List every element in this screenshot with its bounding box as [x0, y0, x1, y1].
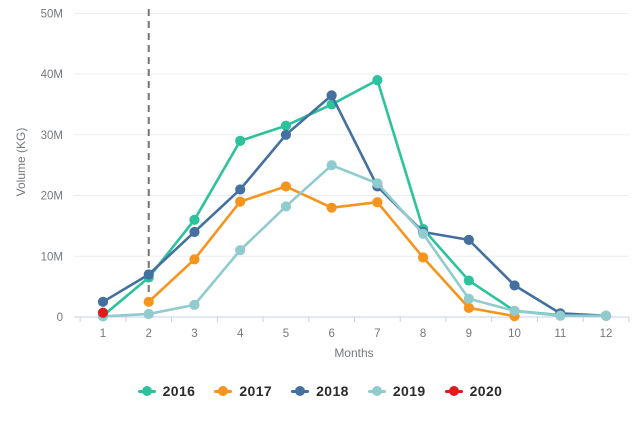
legend-item-2020[interactable]: 2020 [444, 383, 503, 399]
legend-item-2016[interactable]: 2016 [137, 383, 196, 399]
x-tick-label: 7 [374, 328, 380, 340]
data-point-2019 [600, 310, 612, 321]
data-point-2019 [509, 305, 520, 317]
x-tick-label: 5 [283, 328, 289, 340]
y-axis-title: Volume (KG) [14, 127, 28, 197]
x-tick-label: 8 [420, 328, 426, 340]
y-tick-label: 0 [57, 312, 63, 324]
data-point-2018 [97, 296, 109, 307]
data-point-2018 [326, 90, 337, 101]
legend-series-marker-icon [444, 386, 463, 396]
y-tick-label: 50M [41, 8, 63, 20]
x-tick-label: 3 [191, 328, 197, 340]
y-tick-label: 40M [41, 69, 63, 81]
data-point-2017 [143, 296, 154, 307]
data-point-2016 [280, 120, 292, 131]
data-point-2016 [235, 135, 246, 146]
legend-label: 2019 [392, 383, 426, 399]
data-point-2017 [372, 197, 383, 208]
legend-item-2018[interactable]: 2018 [291, 383, 349, 399]
legend-item-2017[interactable]: 2017 [214, 383, 272, 399]
x-tick-label: 6 [328, 328, 334, 340]
data-point-2020 [97, 307, 109, 318]
data-point-2019 [418, 228, 429, 239]
x-tick-label: 12 [600, 328, 613, 340]
y-tick-label: 30M [41, 130, 63, 142]
data-point-2018 [235, 184, 246, 195]
data-point-2019 [280, 201, 292, 212]
data-point-2018 [280, 129, 292, 140]
data-point-2017 [418, 252, 429, 263]
chart-legend: 2016 2017 2018 2019 2020 [0, 383, 640, 399]
legend-label: 2018 [316, 383, 349, 399]
x-tick-label: 9 [466, 328, 472, 340]
data-point-2017 [280, 181, 292, 192]
x-tick-label: 4 [237, 328, 244, 340]
data-point-2016 [463, 275, 474, 286]
series-line-2019 [101, 163, 608, 318]
legend-series-marker-icon [137, 386, 156, 396]
legend-series-marker-icon [214, 386, 233, 396]
data-point-2018 [463, 234, 474, 245]
x-tick-label: 10 [508, 328, 521, 340]
data-point-2017 [463, 302, 474, 313]
y-tick-label: 10M [41, 251, 63, 263]
data-point-2019 [143, 308, 154, 320]
legend-series-marker-icon [367, 386, 386, 396]
legend-label: 2017 [239, 383, 273, 399]
data-point-2019 [235, 245, 246, 256]
legend-label: 2016 [162, 383, 196, 399]
data-point-2019 [189, 299, 200, 310]
y-tick-label: 20M [41, 191, 63, 203]
series-line-2018 [101, 94, 608, 318]
data-point-2017 [326, 202, 337, 213]
data-point-2019 [463, 293, 474, 304]
legend-item-2019[interactable]: 2019 [367, 383, 426, 399]
x-tick-label: 2 [146, 328, 152, 340]
data-point-2018 [189, 226, 200, 238]
data-point-2019 [555, 310, 566, 321]
data-point-2016 [189, 214, 200, 225]
x-tick-label: 1 [100, 328, 106, 340]
data-point-2018 [143, 269, 154, 280]
x-axis-title: Months [334, 346, 374, 360]
x-tick-label: 11 [554, 328, 566, 340]
data-point-2017 [235, 196, 246, 207]
data-point-2018 [509, 280, 520, 291]
legend-label: 2020 [469, 383, 503, 399]
data-point-2016 [372, 75, 383, 86]
data-point-2019 [326, 160, 337, 171]
data-point-2019 [372, 178, 383, 189]
data-point-2017 [189, 254, 200, 265]
legend-series-marker-icon [291, 386, 310, 396]
